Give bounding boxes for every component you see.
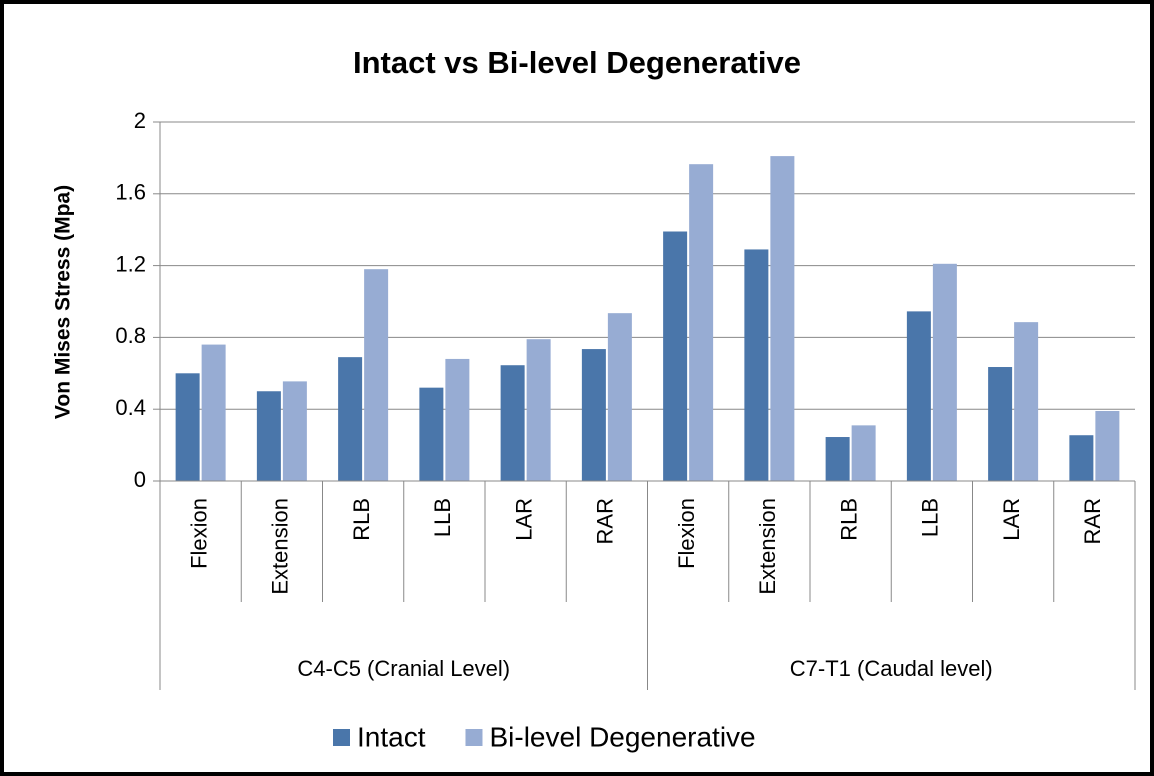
bar	[256, 391, 281, 481]
bar	[689, 164, 714, 481]
bar	[988, 367, 1013, 481]
x-tick-label: RAR	[1080, 498, 1105, 544]
bar	[201, 344, 226, 481]
bar	[1014, 322, 1039, 481]
x-tick-label: LAR	[511, 498, 536, 541]
group-label: C4-C5 (Cranial Level)	[297, 656, 510, 681]
legend-swatch	[333, 729, 350, 746]
bar	[607, 313, 632, 481]
x-tick-label: Flexion	[186, 498, 211, 569]
bar	[1069, 435, 1094, 481]
x-tick-label: RLB	[349, 498, 374, 541]
bar	[282, 381, 307, 481]
bar	[419, 387, 444, 481]
bar	[770, 156, 795, 482]
y-tick-label: 0.4	[115, 395, 146, 420]
group-label: C7-T1 (Caudal level)	[790, 656, 993, 681]
chart-title: Intact vs Bi-level Degenerative	[353, 45, 801, 80]
x-tick-label: LAR	[999, 498, 1024, 541]
bar	[1095, 410, 1120, 481]
x-tick-label: Flexion	[674, 498, 699, 569]
bar	[744, 249, 769, 481]
bar	[526, 339, 551, 481]
y-tick-label: 0	[134, 467, 146, 492]
bar	[445, 358, 470, 481]
bar	[851, 425, 876, 481]
y-tick-label: 2	[134, 108, 146, 133]
bar	[663, 231, 688, 481]
x-tick-label: RAR	[593, 498, 618, 544]
legend-label: Bi-level Degenerative	[489, 721, 755, 752]
bar	[175, 373, 200, 481]
y-axis-label: Von Mises Stress (Mpa)	[52, 185, 75, 419]
bar	[338, 357, 363, 481]
x-tick-label: LLB	[430, 498, 455, 537]
x-tick-label: RLB	[836, 498, 861, 541]
bar	[581, 349, 606, 481]
bar	[932, 263, 957, 481]
y-tick-label: 0.8	[115, 323, 146, 348]
bar	[906, 311, 931, 481]
y-tick-label: 1.2	[115, 251, 146, 276]
y-tick-label: 1.6	[115, 180, 146, 205]
bar	[500, 365, 525, 481]
bar	[364, 269, 389, 481]
bar	[825, 437, 850, 481]
x-tick-label: LLB	[918, 498, 943, 537]
legend-swatch	[465, 729, 483, 746]
x-tick-label: Extension	[268, 498, 293, 595]
legend-label: Intact	[357, 721, 426, 752]
x-tick-label: Extension	[755, 498, 780, 595]
